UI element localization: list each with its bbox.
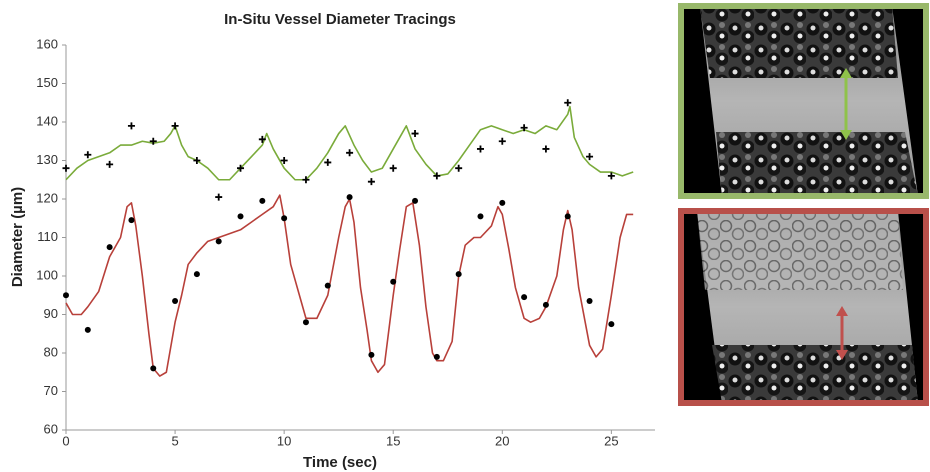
x-tick-label: 10 [277, 433, 291, 448]
plus-marker [346, 149, 354, 157]
plus-marker [302, 176, 310, 184]
dot-marker [412, 197, 419, 204]
plus-marker [564, 99, 572, 107]
x-tick-label: 0 [62, 433, 69, 448]
dot-marker [390, 278, 397, 285]
y-tick-label: 80 [44, 344, 58, 359]
dot-marker [368, 351, 375, 358]
plus-marker [520, 124, 528, 132]
plus-marker [476, 145, 484, 153]
y-tick-label: 160 [36, 36, 58, 51]
plus-marker [433, 172, 441, 180]
plus-marker [237, 164, 245, 172]
plus-marker [258, 135, 266, 143]
y-tick-label: 60 [44, 421, 58, 436]
dot-marker [346, 194, 353, 201]
y-tick-label: 90 [44, 306, 58, 321]
y-tick-label: 120 [36, 190, 58, 205]
plus-marker [215, 193, 223, 201]
plus-marker [149, 137, 157, 145]
dot-marker [499, 199, 506, 206]
dot-marker [106, 244, 113, 251]
plus-marker [84, 151, 92, 159]
y-tick-label: 110 [37, 229, 58, 244]
plus-marker [367, 178, 375, 186]
plus-marker [171, 122, 179, 130]
y-tick-label: 150 [36, 75, 58, 90]
y-tick-label: 100 [36, 267, 58, 282]
dot-marker [477, 213, 484, 220]
dot-marker [608, 321, 615, 328]
plus-marker [542, 145, 550, 153]
dot-marker [281, 215, 288, 222]
dot-marker [433, 353, 440, 360]
dot-marker [324, 282, 331, 289]
x-tick-label: 20 [495, 433, 509, 448]
plus-marker [106, 160, 114, 168]
dot-marker [128, 217, 135, 224]
plus-marker [193, 157, 201, 164]
dot-marker [63, 292, 69, 299]
dot-marker [172, 298, 179, 305]
plus-marker [389, 164, 397, 172]
dot-marker [564, 213, 571, 220]
y-tick-label: 70 [44, 383, 58, 398]
dot-marker [259, 197, 266, 204]
x-tick-label: 5 [171, 433, 178, 448]
chart-title: In-Situ Vessel Diameter Tracings [224, 11, 456, 28]
y-tick-label: 130 [36, 152, 58, 167]
x-tick-label: 25 [604, 433, 618, 448]
dot-marker [521, 294, 528, 301]
plus-marker [607, 172, 615, 180]
plus-marker [62, 164, 70, 172]
dot-marker [237, 213, 244, 220]
x-tick-label: 15 [386, 433, 400, 448]
y-axis-label: Diameter (µm) [9, 187, 26, 287]
image-panel-top [678, 3, 929, 199]
dot-marker [302, 319, 309, 326]
y-tick-label: 140 [36, 113, 58, 128]
plus-marker [498, 137, 506, 145]
dot-marker [542, 301, 549, 308]
dot-marker [215, 238, 222, 245]
x-axis-label: Time (sec) [303, 454, 377, 471]
dot-marker [455, 271, 462, 278]
dot-marker [84, 326, 91, 333]
dot-marker [150, 365, 157, 372]
plus-marker [324, 158, 332, 166]
plus-marker [586, 153, 594, 161]
plus-marker [127, 122, 135, 130]
dot-marker [586, 298, 593, 305]
plus-marker [455, 164, 463, 172]
plus-marker [411, 130, 419, 138]
trace-line [65, 105, 634, 181]
image-panel-bottom [678, 208, 929, 406]
plus-marker [280, 157, 288, 164]
trace-line [65, 194, 634, 377]
dot-marker [193, 271, 200, 278]
